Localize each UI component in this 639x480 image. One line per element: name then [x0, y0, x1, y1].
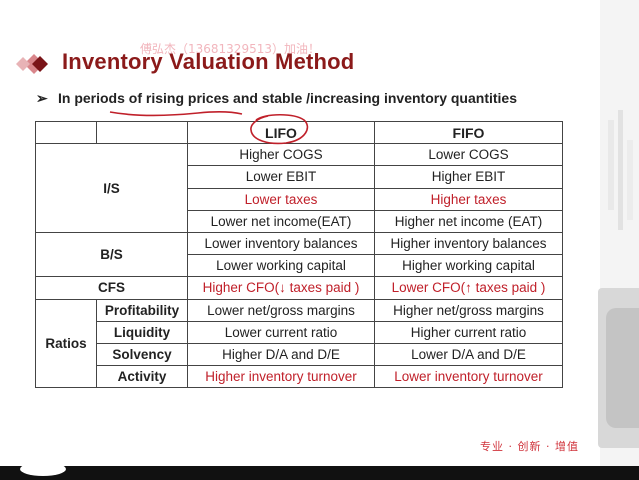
cell-lifo: Lower current ratio [187, 320, 375, 344]
cell-lifo: Higher D/A and D/E [187, 342, 375, 367]
table-row: Ratios Profitability Lower net/gross mar… [35, 298, 563, 389]
footer-slogan: 专业 · 创新 · 增值 [480, 440, 579, 453]
cell-fifo: Higher EBIT [374, 165, 563, 189]
table-row: Lower EBIT Higher EBIT [36, 165, 563, 189]
diamond-logo-icon [16, 54, 48, 74]
table-row: I/S Higher COGS Lower COGS [35, 143, 563, 233]
table-row: Lower taxes Higher taxes [36, 187, 563, 211]
cell-lifo: Lower taxes [187, 187, 375, 211]
header-blank-2 [96, 120, 188, 145]
cell-lifo: Lower net/gross margins [187, 298, 375, 322]
table-row: Liquidity Lower current ratio Higher cur… [36, 320, 563, 344]
ratio-label: Solvency [96, 342, 188, 367]
cell-fifo: Lower inventory turnover [374, 365, 563, 389]
arrow-bullet-icon: ➢ [36, 90, 48, 106]
cell-fifo: Higher net income (EAT) [374, 209, 563, 233]
section-cfs: CFS [35, 276, 188, 300]
red-underline-annotation [109, 111, 243, 117]
presenter-silhouette [606, 308, 639, 428]
section-ratios: Ratios [35, 298, 97, 389]
cell-fifo: Higher working capital [374, 254, 563, 278]
bottom-oval-icon [20, 462, 66, 476]
cell-fifo: Lower COGS [374, 143, 563, 167]
cell-lifo: Lower inventory balances [187, 231, 375, 256]
watermark-text: 傅弘杰（13681329513）加油！ [140, 42, 320, 56]
table-row: B/S Lower inventory balances Higher inve… [35, 231, 563, 278]
presenter-webcam [598, 288, 639, 448]
cell-fifo: Higher net/gross margins [374, 298, 563, 322]
header-blank [35, 120, 97, 145]
cell-lifo: Lower working capital [187, 254, 375, 278]
slide-title: Inventory Valuation Method [62, 49, 355, 74]
section-bs: B/S [35, 231, 188, 278]
cell-lifo: Lower EBIT [187, 165, 375, 189]
table-header-row: LIFO FIFO [35, 120, 563, 145]
ratio-label: Liquidity [96, 320, 188, 344]
table-row: CFS Higher CFO(↓ taxes paid ) Lower CFO(… [35, 276, 563, 300]
cell-fifo: Lower CFO(↑ taxes paid ) [374, 276, 563, 300]
cell-fifo: Higher taxes [374, 187, 563, 211]
slide: 傅弘杰（13681329513）加油！ Inventory Valuation … [16, 42, 579, 453]
decorative-bars-icon [608, 110, 633, 230]
header-lifo: LIFO [187, 120, 375, 145]
valuation-table: LIFO FIFO I/S Higher COGS Lower COGS Low… [35, 120, 563, 389]
ratio-label: Activity [96, 365, 188, 389]
subtitle: ➢ In periods of rising prices and stable … [36, 90, 517, 107]
header-fifo: FIFO [374, 120, 563, 145]
cell-lifo: Higher inventory turnover [187, 365, 375, 389]
subtitle-text: In periods of rising prices and stable /… [58, 90, 517, 106]
cell-lifo: Lower net income(EAT) [187, 209, 375, 233]
cell-fifo: Lower D/A and D/E [374, 342, 563, 367]
cell-fifo: Higher inventory balances [374, 231, 563, 256]
table-row: Solvency Higher D/A and D/E Lower D/A an… [36, 342, 563, 367]
section-is: I/S [35, 143, 188, 233]
cell-lifo: Higher CFO(↓ taxes paid ) [187, 276, 375, 300]
cell-fifo: Higher current ratio [374, 320, 563, 344]
bottom-bar [0, 466, 639, 480]
ratio-label: Profitability [96, 298, 188, 322]
cell-lifo: Higher COGS [187, 143, 375, 167]
table-row: Activity Higher inventory turnover Lower… [36, 365, 563, 389]
table-row: Lower working capital Higher working cap… [36, 254, 563, 278]
